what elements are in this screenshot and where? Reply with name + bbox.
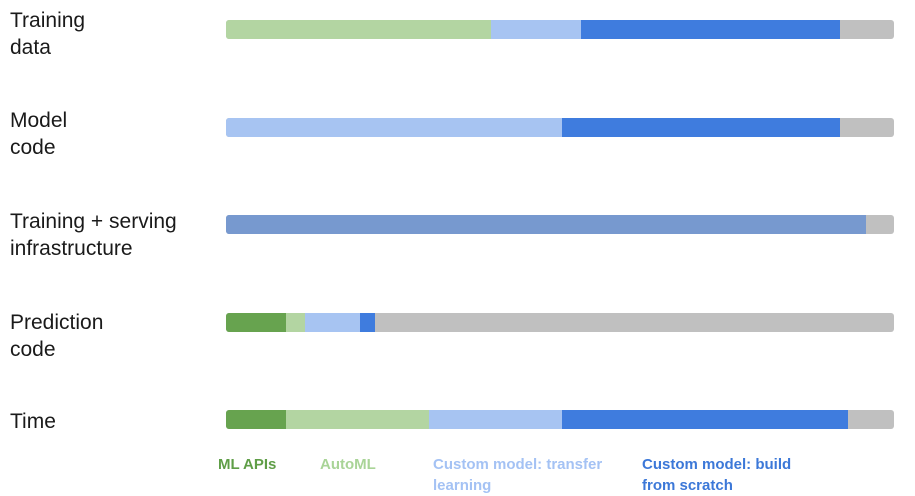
legend-ml-apis: ML APIs (218, 456, 277, 473)
bar-infrastructure (226, 215, 894, 234)
legend-automl: AutoML (320, 456, 376, 473)
bar-segment-scratch (580, 20, 840, 39)
bar-model-code (226, 118, 894, 137)
legend-custom-scratch: Custom model: build from scratch (642, 456, 792, 494)
bar-segment-automl (226, 20, 492, 39)
bar-segment-transfer (226, 118, 562, 137)
bar-segment-transfer (429, 410, 562, 429)
row-label-infrastructure: Training + serving infrastructure (10, 210, 177, 260)
bar-segment-scratch (562, 118, 840, 137)
row-label-model-code: Model code (10, 109, 68, 159)
bar-segment-automl (286, 410, 430, 429)
bar-prediction-code (226, 313, 894, 332)
bar-segment-transfer (304, 313, 361, 332)
row-label-training-data: Training data (10, 9, 86, 59)
bar-segment-transfer (491, 20, 581, 39)
bar-segment-scratch (360, 313, 375, 332)
bar-training-data (226, 20, 894, 39)
bar-segment-ml-apis (226, 313, 287, 332)
row-label-time: Time (10, 410, 56, 433)
legend-custom-transfer: Custom model: transfer learning (433, 456, 603, 494)
bar-segment-infra (226, 215, 866, 234)
bar-segment-ml-apis (226, 410, 287, 429)
bar-time (226, 410, 894, 429)
row-label-prediction-code: Prediction code (10, 311, 104, 361)
bar-segment-scratch (562, 410, 848, 429)
bar-segment-automl (286, 313, 305, 332)
